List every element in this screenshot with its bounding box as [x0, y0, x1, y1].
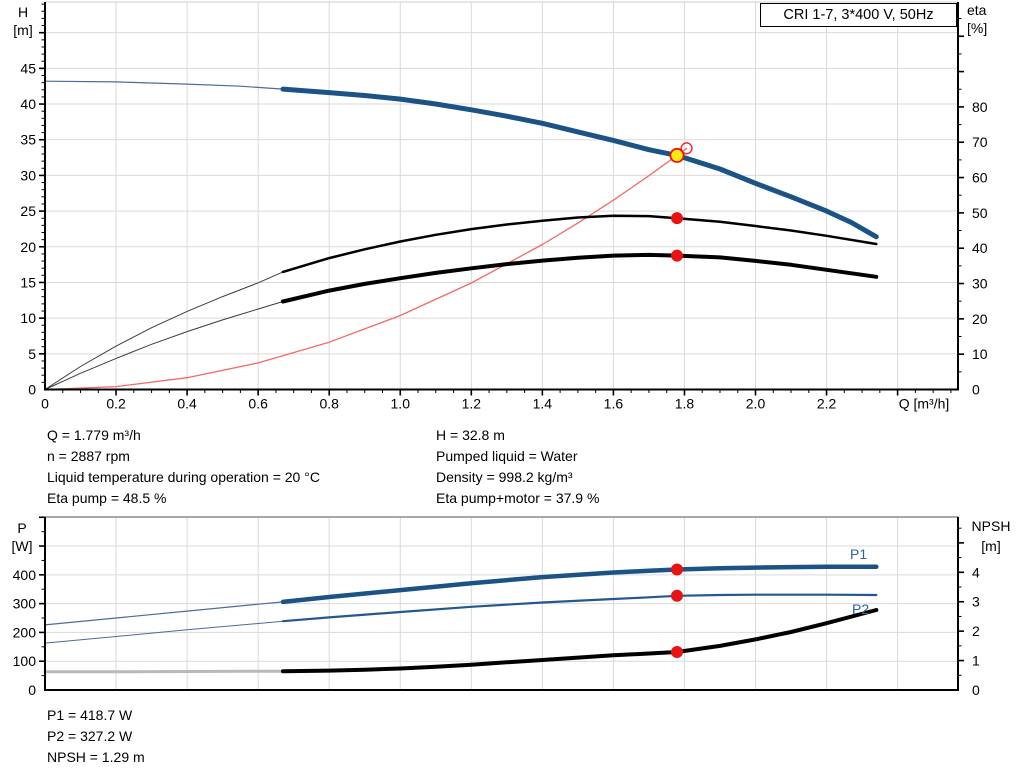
p-axis-label: P — [17, 520, 27, 536]
y-left-tick-label: 30 — [20, 167, 36, 183]
chart-top-grid — [45, 1, 958, 390]
eta-pump-operating-point — [670, 212, 683, 225]
x-tick-label: 0.2 — [106, 396, 126, 412]
duty-point[interactable] — [669, 147, 685, 163]
system-curve — [44, 147, 688, 391]
y-left-tick-label: 25 — [20, 203, 36, 219]
y-left-tick-label: 20 — [20, 239, 36, 255]
npsh-curve — [281, 608, 879, 674]
pump-curve — [280, 86, 879, 240]
y-right-tick-label: 20 — [972, 311, 988, 327]
y-left-tick-label: 40 — [20, 96, 36, 112]
chart-top-tick-labels: 0 5 10 15 20 25 30 35 40 45 0 10 20 30 40 50 60 70 80 0 0.2 0… — [20, 60, 987, 411]
x-tick-label: 2.0 — [746, 396, 766, 412]
y-left-tick-label: 100 — [13, 653, 37, 669]
y-right-tick-label: 70 — [972, 134, 988, 150]
npsh-value: NPSH = 1.29 m — [47, 749, 145, 765]
y-left-tick-label: 45 — [20, 60, 36, 76]
eta-axis-unit: [%] — [967, 20, 988, 36]
x-tick-label: 0.4 — [177, 396, 197, 412]
npsh-axis-label: NPSH — [971, 518, 1011, 534]
eta-pump-value: Eta pump = 48.5 % — [47, 490, 167, 506]
p2-curve-extension — [44, 620, 284, 644]
p1-value: P1 = 418.7 W — [47, 707, 133, 723]
y-right-tick-label: 0 — [972, 382, 980, 398]
chart-bottom-tick-labels: 0 100 200 300 400 0 1 2 3 4 — [13, 564, 980, 698]
x-tick-label: 0 — [41, 396, 49, 412]
y-right-tick-label: 4 — [972, 564, 980, 580]
h-axis-unit: [m] — [13, 22, 33, 38]
speed-value: n = 2887 rpm — [47, 448, 130, 464]
requested-duty-point — [680, 142, 693, 155]
y-left-tick-label: 400 — [13, 567, 37, 583]
x-tick-label: 1.0 — [391, 396, 411, 412]
y-right-tick-label: 60 — [972, 170, 988, 186]
y-right-tick-label: 1 — [972, 653, 980, 669]
npsh-operating-point — [670, 646, 683, 659]
pump-title: CRI 1-7, 3*400 V, 50Hz — [783, 7, 934, 23]
p1-curve — [280, 564, 879, 605]
p1-curve-extension — [44, 601, 284, 626]
x-axis-unit-label: Q [m³/h] — [899, 396, 950, 412]
pump-curve-extension — [44, 80, 284, 90]
chart-top-axes — [39, 2, 964, 396]
y-right-tick-label: 2 — [972, 623, 980, 639]
p1-operating-point — [670, 563, 683, 576]
eta-pump-curve-extension — [44, 271, 284, 390]
y-left-tick-label: 0 — [28, 382, 36, 398]
chart-bottom-axes — [39, 516, 964, 691]
pump-title-box: CRI 1-7, 3*400 V, 50Hz — [760, 3, 957, 27]
h-axis-label: H — [17, 4, 29, 20]
x-tick-label: 1.6 — [604, 396, 624, 412]
npsh-curve-extension — [43, 669, 285, 674]
eta-total-operating-point — [670, 249, 683, 262]
eta-total-curve-extension — [44, 301, 284, 390]
y-right-tick-label: 40 — [972, 240, 988, 256]
y-right-tick-label: 0 — [972, 682, 980, 698]
head-value: H = 32.8 m — [436, 427, 505, 443]
x-tick-label: 2.2 — [817, 396, 837, 412]
x-tick-label: 1.4 — [533, 396, 553, 412]
y-left-tick-label: 5 — [28, 346, 36, 362]
eta-axis-label: eta — [967, 2, 987, 18]
y-left-tick-label: 0 — [28, 682, 36, 698]
y-right-tick-label: 30 — [972, 276, 988, 292]
power-npsh-data: P1 = 418.7 W P2 = 327.2 W NPSH = 1.29 m — [47, 705, 145, 768]
npsh-axis-unit: [m] — [981, 538, 1001, 554]
x-tick-label: 0.6 — [248, 396, 268, 412]
duty-data-left: Q = 1.779 m³/h n = 2887 rpm Liquid tempe… — [47, 425, 320, 509]
eta-total-value: Eta pump+motor = 37.9 % — [436, 490, 600, 506]
liquid-temp-value: Liquid temperature during operation = 20… — [47, 469, 320, 485]
p2-curve — [281, 593, 878, 623]
y-left-tick-label: 10 — [20, 310, 36, 326]
p2-curve-label: P2 — [852, 601, 870, 617]
p2-operating-point — [670, 589, 683, 602]
duty-data-right: H = 32.8 m Pumped liquid = Water Density… — [436, 425, 599, 509]
y-right-tick-label: 80 — [972, 99, 988, 115]
y-right-tick-label: 3 — [972, 594, 980, 610]
y-right-tick-label: 10 — [972, 346, 988, 362]
density-value: Density = 998.2 kg/m³ — [436, 469, 573, 485]
chart-bottom-grid — [45, 516, 958, 690]
y-left-tick-label: 15 — [20, 274, 36, 290]
eta-pump-curve — [281, 214, 878, 274]
x-tick-label: 1.8 — [675, 396, 695, 412]
pumped-liquid-value: Pumped liquid = Water — [436, 448, 578, 464]
x-tick-label: 1.2 — [462, 396, 482, 412]
chart-bottom: 0 100 200 300 400 0 1 2 3 4 — [13, 516, 980, 698]
eta-total-curve — [281, 252, 879, 304]
y-left-tick-label: 200 — [13, 624, 37, 640]
y-right-tick-label: 50 — [972, 205, 988, 221]
p2-value: P2 = 327.2 W — [47, 728, 133, 744]
chart-top: 0 5 10 15 20 25 30 35 40 45 0 10 20 30 40 50 60 70 80 0 0.2 0… — [20, 1, 988, 412]
y-left-tick-label: 35 — [20, 132, 36, 148]
p1-curve-label: P1 — [850, 546, 868, 562]
x-tick-label: 0.8 — [319, 396, 339, 412]
y-left-tick-label: 300 — [13, 596, 37, 612]
flow-value: Q = 1.779 m³/h — [47, 427, 141, 443]
p-axis-unit: [W] — [11, 538, 33, 554]
